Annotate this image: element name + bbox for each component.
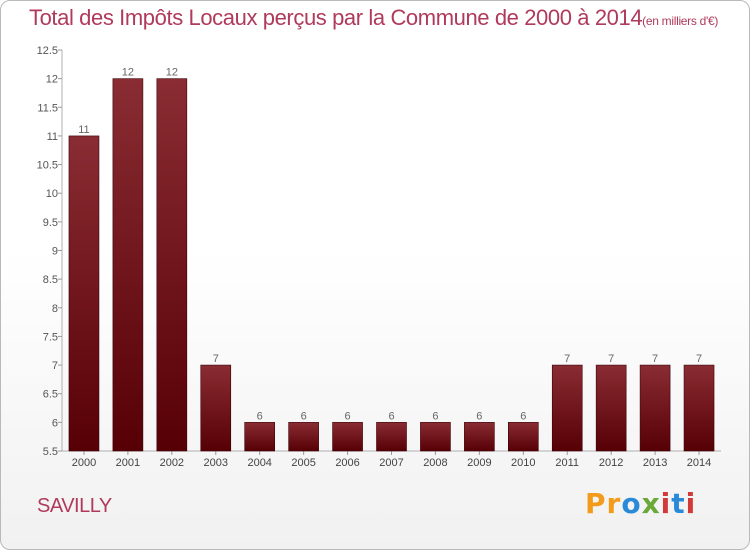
bar-2012 [595, 364, 627, 452]
bar-2003 [200, 364, 232, 452]
chart-axes: 5.5 6 6.5 7 7.5 8 8.5 9 9.5 10 10.5 11 11.5 12 12.5 200… [37, 45, 721, 469]
value-label-2002: 12 [166, 67, 178, 79]
bar-2009 [464, 422, 495, 452]
y-tick-label: 7.5 [43, 331, 58, 343]
bar-2011 [551, 364, 583, 452]
y-tick-label: 10 [46, 188, 58, 200]
value-label-2010: 6 [520, 410, 526, 422]
proxiti-logo[interactable]: Proxiti [585, 487, 696, 520]
bar-2010 [507, 422, 539, 452]
y-tick-label: 11 [47, 131, 58, 143]
x-tick-label: 2002 [160, 457, 184, 469]
x-tick-label: 2008 [423, 457, 447, 469]
y-tick-label: 7 [52, 360, 58, 372]
x-tick-label: 2013 [643, 457, 667, 469]
logo-letter: t [671, 487, 686, 520]
bar-2004 [244, 422, 275, 452]
logo-letter: P [585, 487, 607, 520]
x-tick-label: 2000 [72, 457, 96, 469]
chart-title: Total des Impôts Locaux perçus par la Co… [29, 5, 718, 31]
value-label-2013: 7 [652, 353, 658, 365]
y-tick-label: 6 [52, 417, 58, 429]
y-tick-label: 8.5 [43, 274, 58, 286]
value-label-2014: 7 [696, 353, 702, 365]
value-label-2009: 6 [476, 410, 482, 422]
chart-value-labels: 11 12 12 7 6 6 6 6 6 6 6 7 7 7 7 [78, 67, 702, 423]
x-tick-label: 2014 [687, 457, 711, 469]
bar-2000 [68, 135, 100, 452]
chart-title-main: Total des Impôts Locaux perçus par la Co… [29, 5, 643, 30]
x-tick-label: 2001 [116, 457, 140, 469]
bar-2001 [112, 78, 144, 452]
bar-2005 [288, 422, 319, 452]
y-tick-label: 6.5 [43, 389, 58, 401]
chart-title-unit: (en milliers d'€) [642, 14, 719, 28]
logo-letter: r [606, 487, 622, 520]
y-tick-label: 8 [52, 303, 58, 315]
x-tick-label: 2005 [291, 457, 315, 469]
commune-name: SAVILLY [37, 495, 112, 517]
y-tick-label: 9 [52, 246, 58, 258]
value-label-2006: 6 [345, 410, 351, 422]
x-tick-label: 2009 [467, 457, 491, 469]
bar-2002 [156, 78, 188, 452]
y-tick-label: 11.5 [37, 102, 58, 114]
value-label-2008: 6 [432, 410, 438, 422]
value-label-2012: 7 [608, 353, 614, 365]
logo-letter: x [641, 487, 661, 520]
y-tick-label: 9.5 [43, 217, 58, 229]
y-tick-label: 5.5 [43, 446, 58, 458]
bar-2013 [639, 364, 671, 452]
bar-2007 [376, 422, 407, 452]
bar-2008 [420, 422, 451, 452]
bar-2014 [683, 364, 715, 452]
value-label-2005: 6 [301, 410, 307, 422]
y-tick-label: 12 [46, 74, 58, 86]
y-tick-label: 10.5 [37, 160, 58, 172]
value-label-2007: 6 [388, 410, 394, 422]
x-tick-label: 2003 [204, 457, 228, 469]
value-label-2003: 7 [213, 353, 219, 365]
bar-2006 [332, 422, 363, 452]
logo-letter: o [621, 487, 642, 520]
x-tick-label: 2007 [379, 457, 403, 469]
chart-bars [68, 78, 715, 452]
x-tick-label: 2004 [247, 457, 271, 469]
logo-letter: i [685, 487, 697, 520]
x-tick-label: 2011 [555, 457, 579, 469]
x-tick-label: 2010 [511, 457, 535, 469]
logo-letter: i [660, 487, 672, 520]
value-label-2011: 7 [564, 353, 570, 365]
value-label-2001: 12 [122, 67, 134, 79]
y-tick-label: 12.5 [37, 45, 58, 57]
value-label-2004: 6 [257, 410, 263, 422]
value-label-2000: 11 [78, 124, 89, 136]
x-tick-label: 2012 [599, 457, 623, 469]
x-tick-label: 2006 [335, 457, 359, 469]
